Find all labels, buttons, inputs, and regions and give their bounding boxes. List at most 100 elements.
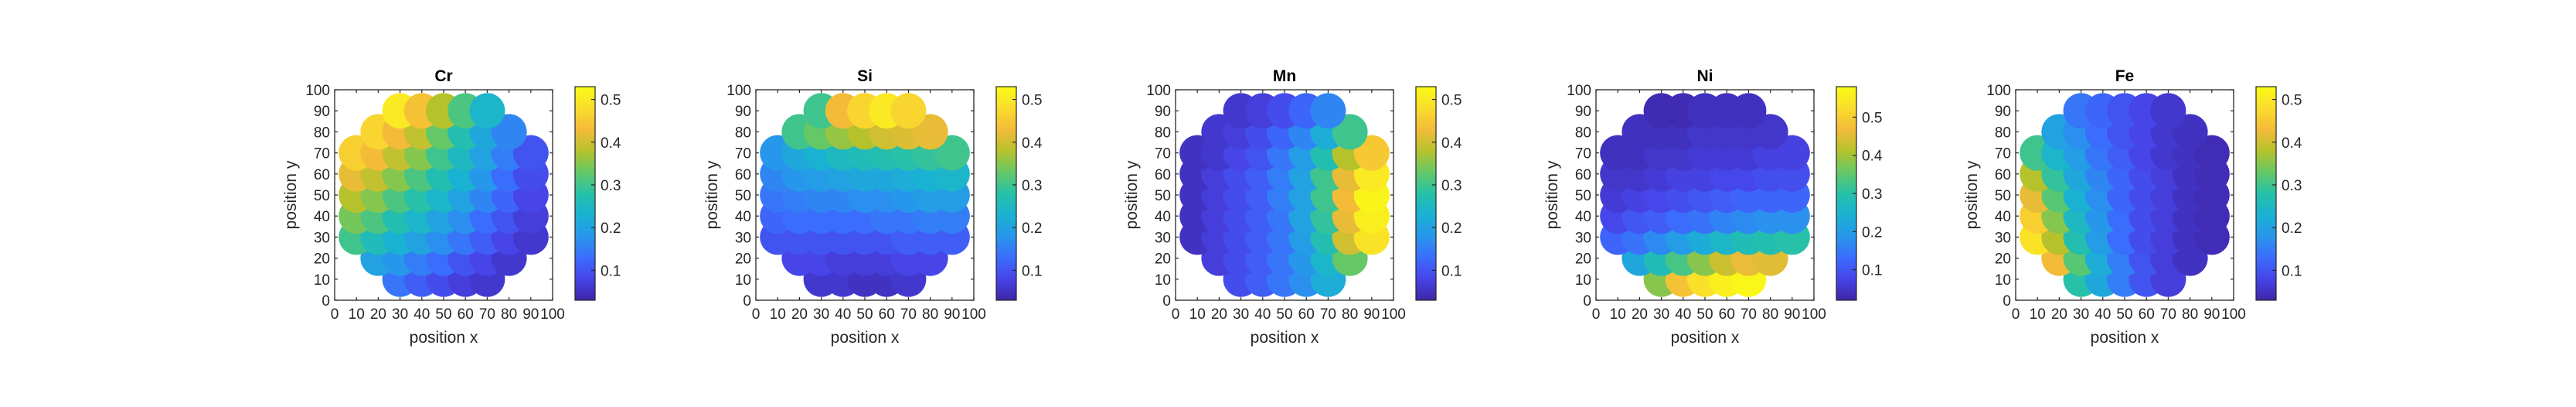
chart-title: Ni bbox=[1697, 67, 1713, 85]
colorbar-tick-label: 0.3 bbox=[2282, 178, 2302, 194]
colorbar-tick-label: 0.2 bbox=[1862, 224, 1882, 241]
colorbar-tick-label: 0.4 bbox=[2282, 135, 2302, 152]
x-tick-label: 30 bbox=[1653, 306, 1669, 323]
x-tick-label: 90 bbox=[944, 306, 960, 323]
x-tick-label: 100 bbox=[1802, 306, 1826, 323]
x-tick-label: 80 bbox=[922, 306, 938, 323]
x-tick-label: 50 bbox=[856, 306, 873, 323]
y-tick-label: 70 bbox=[735, 146, 751, 162]
scatter-point bbox=[1730, 93, 1767, 129]
colorbar-tick-label: 0.4 bbox=[1022, 135, 1043, 152]
y-tick-label: 50 bbox=[1995, 188, 2011, 204]
y-tick-label: 100 bbox=[1146, 83, 1171, 99]
x-tick-label: 40 bbox=[1675, 306, 1691, 323]
y-tick-label: 10 bbox=[1575, 272, 1591, 289]
colorbar-tick-label: 0.4 bbox=[1862, 149, 1883, 165]
x-tick-label: 10 bbox=[349, 306, 365, 323]
colorbar bbox=[2255, 86, 2277, 301]
y-axis-label: position y bbox=[1123, 160, 1141, 229]
x-tick-label: 90 bbox=[1784, 306, 1800, 323]
colorbar-tick-label: 0.1 bbox=[1862, 263, 1882, 279]
y-tick-label: 70 bbox=[1575, 146, 1591, 162]
x-tick-label: 0 bbox=[2012, 306, 2020, 323]
y-tick-label: 50 bbox=[314, 188, 330, 204]
colorbar-tick-label: 0.3 bbox=[601, 178, 621, 194]
x-tick-label: 20 bbox=[2051, 306, 2067, 323]
x-tick-label: 70 bbox=[1320, 306, 1336, 323]
x-tick-label: 70 bbox=[479, 306, 495, 323]
colorbar-tick-label: 0.1 bbox=[1441, 263, 1462, 279]
scatter-points bbox=[1179, 93, 1390, 297]
colorbar-tick-label: 0.4 bbox=[601, 135, 621, 152]
y-tick-label: 30 bbox=[1575, 230, 1591, 246]
x-tick-label: 60 bbox=[1719, 306, 1735, 323]
colorbar-tick-label: 0.5 bbox=[1022, 93, 1042, 109]
x-axis-label: position x bbox=[1671, 329, 1740, 347]
x-tick-label: 0 bbox=[1172, 306, 1180, 323]
y-axis-label: position y bbox=[1543, 160, 1561, 229]
y-tick-label: 60 bbox=[314, 167, 330, 183]
x-tick-label: 70 bbox=[900, 306, 917, 323]
x-tick-label: 40 bbox=[2094, 306, 2111, 323]
y-tick-label: 40 bbox=[1155, 209, 1171, 225]
x-tick-label: 90 bbox=[2203, 306, 2220, 323]
y-tick-label: 30 bbox=[1155, 230, 1171, 246]
y-tick-label: 70 bbox=[1995, 146, 2011, 162]
y-tick-label: 90 bbox=[1575, 104, 1591, 120]
chart-panel-cr: Cr0 10 20 30 40 50 60 70 80 90 1000102030405060708… bbox=[282, 67, 621, 347]
x-tick-label: 60 bbox=[879, 306, 895, 323]
x-tick-label: 90 bbox=[1363, 306, 1380, 323]
x-tick-label: 0 bbox=[331, 306, 339, 323]
y-tick-label: 90 bbox=[1155, 104, 1171, 120]
y-tick-label: 10 bbox=[735, 272, 751, 289]
x-axis-label: position x bbox=[1251, 329, 1319, 347]
y-tick-label: 80 bbox=[314, 125, 330, 141]
colorbar-tick-label: 0.4 bbox=[1441, 135, 1462, 152]
scatter-point bbox=[2150, 93, 2186, 129]
chart-panel-mn: Mn0 10 20 30 40 50 60 70 80 90 1000102030405060708… bbox=[1123, 67, 1462, 347]
colorbar-tick-label: 0.5 bbox=[2282, 93, 2302, 109]
colorbar-tick-label: 0.1 bbox=[1022, 263, 1042, 279]
y-tick-label: 30 bbox=[314, 230, 330, 246]
scatter-point bbox=[1310, 93, 1346, 129]
chart-panel-ni: Ni0 10 20 30 40 50 60 70 80 90 1000102030405060708… bbox=[1543, 67, 1883, 347]
colorbar-tick-label: 0.1 bbox=[601, 263, 621, 279]
x-tick-label: 100 bbox=[2221, 306, 2246, 323]
y-tick-label: 20 bbox=[1155, 251, 1171, 268]
x-tick-label: 40 bbox=[1254, 306, 1271, 323]
x-tick-label: 70 bbox=[2160, 306, 2176, 323]
x-tick-label: 80 bbox=[1342, 306, 1358, 323]
colorbar-tick-label: 0.3 bbox=[1022, 178, 1042, 194]
x-tick-label: 60 bbox=[2139, 306, 2155, 323]
y-tick-label: 60 bbox=[1995, 167, 2011, 183]
x-tick-label: 50 bbox=[1276, 306, 1292, 323]
chart-panel-fe: Fe0 10 20 30 40 50 60 70 80 90 1000102030405060708… bbox=[1963, 67, 2302, 347]
y-axis-label: position y bbox=[703, 160, 721, 229]
y-tick-label: 30 bbox=[1995, 230, 2011, 246]
chart-title: Si bbox=[857, 67, 873, 85]
colorbar bbox=[574, 86, 596, 301]
y-tick-label: 20 bbox=[1575, 251, 1591, 268]
x-tick-label: 80 bbox=[501, 306, 517, 323]
y-tick-label: 10 bbox=[1995, 272, 2011, 289]
x-tick-label: 50 bbox=[1696, 306, 1713, 323]
y-tick-label: 90 bbox=[1995, 104, 2011, 120]
y-tick-label: 60 bbox=[735, 167, 751, 183]
x-tick-label: 20 bbox=[1211, 306, 1227, 323]
y-tick-label: 80 bbox=[1995, 125, 2011, 141]
x-tick-label: 90 bbox=[522, 306, 539, 323]
colorbar-tick-label: 0.1 bbox=[2282, 263, 2302, 279]
y-axis-label: position y bbox=[1963, 160, 1981, 229]
colorbar-tick-label: 0.5 bbox=[1441, 93, 1462, 109]
y-tick-label: 70 bbox=[1155, 146, 1171, 162]
x-tick-label: 30 bbox=[1233, 306, 1249, 323]
x-tick-label: 40 bbox=[835, 306, 851, 323]
y-tick-label: 90 bbox=[314, 104, 330, 120]
y-tick-label: 40 bbox=[735, 209, 751, 225]
y-tick-label: 40 bbox=[1575, 209, 1591, 225]
x-tick-label: 10 bbox=[1610, 306, 1626, 323]
x-tick-label: 30 bbox=[813, 306, 829, 323]
x-tick-label: 100 bbox=[961, 306, 986, 323]
y-tick-label: 70 bbox=[314, 146, 330, 162]
x-tick-label: 10 bbox=[1189, 306, 1206, 323]
